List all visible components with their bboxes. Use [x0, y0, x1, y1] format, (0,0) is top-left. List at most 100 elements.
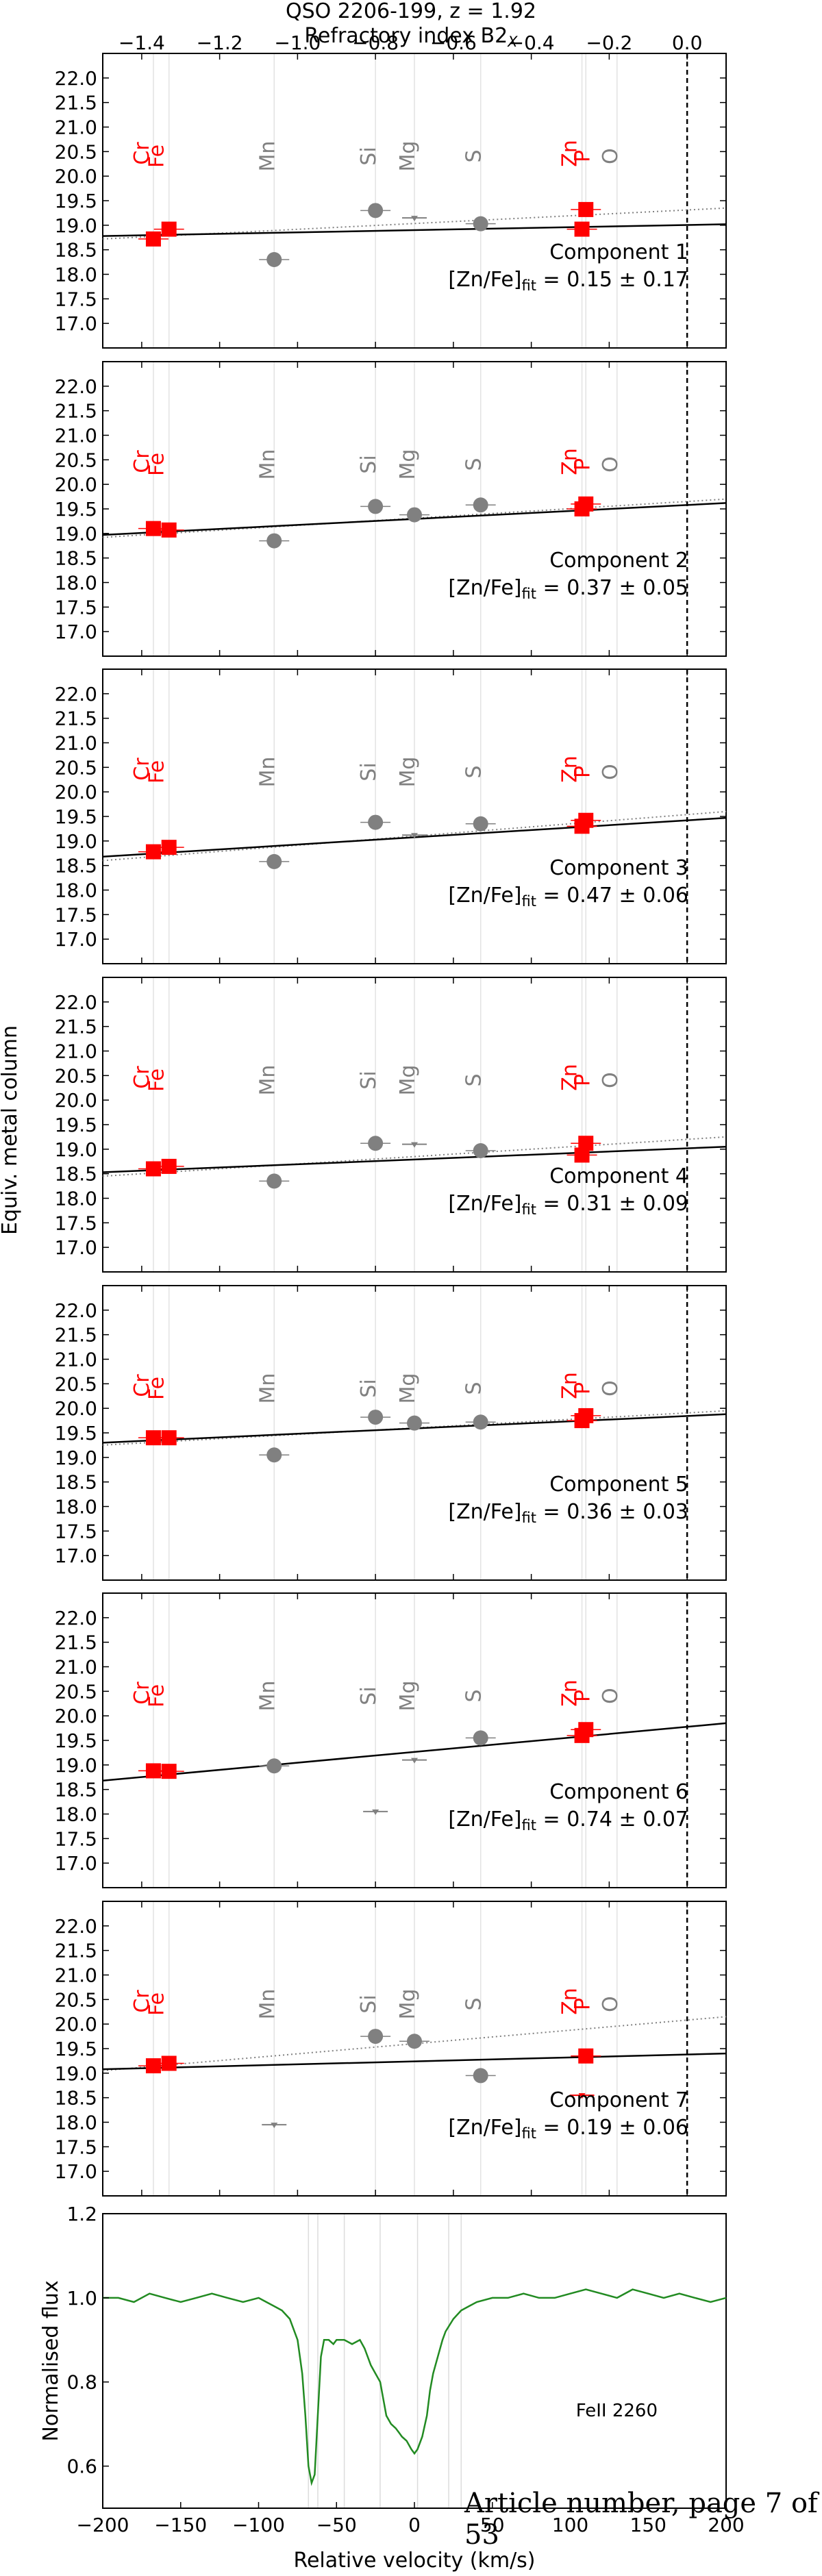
y-tick-label: 21.0	[55, 1964, 97, 1987]
y-tick-label: 19.0	[55, 1138, 97, 1161]
y-tick-label: 17.0	[55, 928, 97, 951]
y-tick-label: 20.0	[55, 1089, 97, 1112]
element-label-mn: Mn	[256, 1989, 279, 2020]
element-label-s: S	[462, 1381, 486, 1395]
y-tick-label: 1.0	[66, 2287, 97, 2310]
y-tick-label: 18.5	[55, 2087, 97, 2110]
y-tick-label: 18.5	[55, 1471, 97, 1494]
element-label-si: Si	[357, 762, 381, 781]
y-tick-label: 17.5	[55, 1827, 97, 1850]
element-label-o: O	[599, 148, 623, 164]
data-point-si	[368, 499, 384, 514]
data-point-mg	[407, 507, 422, 523]
y-tick-label: 20.5	[55, 449, 97, 471]
element-label-fe: Fe	[145, 760, 169, 784]
y-tick-label: 21.5	[55, 708, 97, 730]
element-label-cr: Cr	[130, 758, 154, 781]
y-tick-label: 21.5	[55, 1324, 97, 1347]
flux-annotation: FeII 2260	[576, 2401, 658, 2421]
element-label-mn: Mn	[256, 1065, 279, 1096]
fit-annotation: [Zn/Fe]fit = 0.31 ± 0.09	[448, 1192, 688, 1218]
data-point-si	[368, 1410, 384, 1425]
fit-annotation: [Zn/Fe]fit = 0.74 ± 0.07	[448, 1808, 688, 1834]
data-point-fe	[161, 840, 177, 855]
fit-line	[102, 1722, 727, 1782]
y-tick-label: 20.0	[55, 1705, 97, 1727]
y-tick-label: 19.0	[55, 830, 97, 853]
element-label-s: S	[462, 458, 486, 471]
panel-7: 17.017.518.018.519.019.520.020.521.021.5…	[55, 1901, 727, 2197]
panel-3: 17.017.518.018.519.019.520.020.521.021.5…	[55, 668, 727, 964]
fit-annotation: [Zn/Fe]fit = 0.47 ± 0.06	[448, 884, 688, 910]
y-tick-label: 22.0	[55, 375, 97, 398]
element-label-fe: Fe	[145, 145, 169, 168]
y-tick-label: 20.5	[55, 1064, 97, 1087]
element-label-mg: Mg	[396, 141, 420, 172]
fit-annotation: [Zn/Fe]fit = 0.37 ± 0.05	[448, 576, 688, 602]
x-tick-label: −1.4	[119, 32, 165, 54]
y-tick-label: 22.0	[55, 991, 97, 1014]
fit-annotation-sub: fit	[522, 893, 536, 910]
y-tick-label: 18.0	[55, 264, 97, 286]
element-label-s: S	[462, 149, 486, 162]
panel-1: 17.017.518.018.519.019.520.020.521.021.5…	[55, 32, 727, 349]
element-label-zn: Zn	[558, 755, 582, 783]
element-label-mg: Mg	[396, 1373, 420, 1404]
flux-y-label: Normalised flux	[39, 2280, 63, 2441]
limit-marker-mg	[411, 833, 418, 839]
y-tick-label: 20.0	[55, 781, 97, 803]
data-point-fe	[161, 522, 177, 538]
fit-annotation-main: [Zn/Fe]	[448, 1192, 521, 1216]
element-label-fe: Fe	[145, 1992, 169, 2016]
panel-6: 17.017.518.018.519.019.520.020.521.021.5…	[55, 1592, 727, 1888]
element-label-si: Si	[357, 1071, 381, 1089]
data-point-s	[473, 1730, 488, 1746]
data-point-mn	[266, 853, 282, 869]
element-label-fe: Fe	[145, 453, 169, 476]
y-tick-label: 20.0	[55, 165, 97, 188]
element-label-si: Si	[357, 1379, 381, 1397]
data-point-p	[578, 1722, 594, 1738]
element-label-fe: Fe	[145, 1684, 169, 1708]
data-point-cr	[145, 1430, 161, 1446]
flux-panel: −200 −150 −100 −50 0 50 100 150 200 0.6 0.8 1.0 1.2 F…	[39, 2203, 745, 2573]
data-point-cr	[145, 844, 161, 860]
element-label-o: O	[599, 1072, 623, 1088]
y-tick-label: 20.0	[55, 1397, 97, 1420]
fit-annotation-sub: fit	[522, 1817, 536, 1834]
x-tick-label: −0.8	[352, 32, 399, 54]
y-tick-label: 17.0	[55, 1236, 97, 1259]
fit-annotation-sub: fit	[522, 1201, 536, 1218]
x-tick-label: −50	[316, 2514, 357, 2536]
y-tick-label: 20.5	[55, 1680, 97, 1703]
limit-marker-zn	[578, 2093, 586, 2099]
element-label-cr: Cr	[130, 1066, 154, 1089]
element-label-s: S	[462, 1997, 486, 2010]
element-label-fe: Fe	[145, 1068, 169, 1092]
data-point-mn	[266, 1447, 282, 1463]
y-tick-label: 19.5	[55, 1114, 97, 1136]
element-label-mg: Mg	[396, 449, 420, 480]
y-tick-label: 22.0	[55, 1607, 97, 1629]
x-tick-label: 0	[408, 2514, 421, 2536]
y-tick-label: 19.0	[55, 523, 97, 545]
x-tick-label: −100	[232, 2514, 285, 2536]
element-label-zn: Zn	[558, 1372, 582, 1399]
y-tick-label: 18.0	[55, 572, 97, 595]
y-tick-label: 19.0	[55, 1447, 97, 1469]
data-point-fe	[161, 1764, 177, 1779]
element-label-si: Si	[357, 1994, 381, 2013]
element-label-s: S	[462, 1689, 486, 1702]
y-tick-label: 0.8	[66, 2371, 97, 2394]
limit-marker-mg	[411, 1758, 418, 1764]
element-label-cr: Cr	[130, 1990, 154, 2013]
fit-annotation-value: = 0.15 ± 0.17	[536, 268, 688, 292]
y-tick-label: 19.0	[55, 1754, 97, 1777]
data-point-p	[578, 812, 594, 828]
y-tick-label: 17.5	[55, 596, 97, 618]
dotted-fit-line	[102, 1136, 727, 1177]
y-tick-label: 17.5	[55, 1212, 97, 1234]
element-label-cr: Cr	[130, 450, 154, 473]
y-tick-label: 19.5	[55, 805, 97, 828]
y-tick-label: 21.0	[55, 1040, 97, 1063]
